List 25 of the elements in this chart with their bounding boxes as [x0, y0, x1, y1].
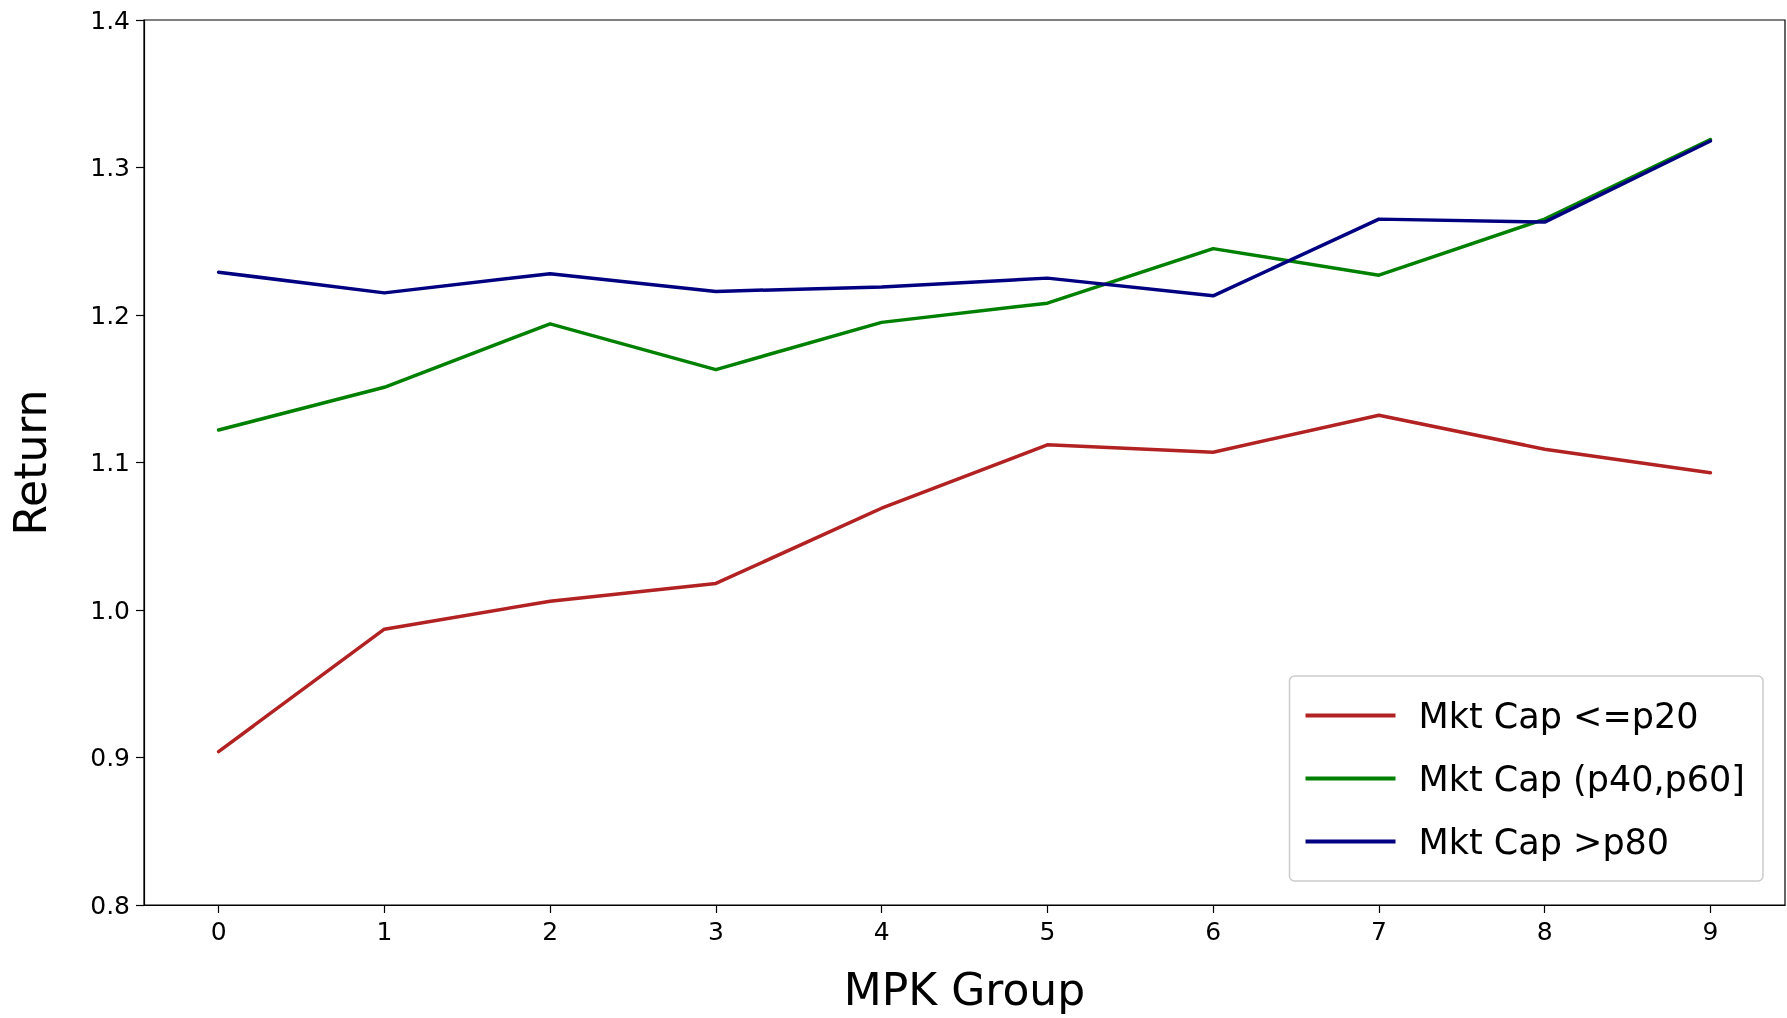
line-series	[216, 139, 1713, 298]
y-tick-label: 1.0	[90, 595, 130, 625]
x-tick-label: 8	[1536, 917, 1553, 946]
x-tick-label: 1	[376, 917, 393, 946]
legend-label: Mkt Cap <=p20	[1418, 695, 1699, 736]
y-tick-label: 1.3	[90, 153, 130, 182]
x-tick-label: 0	[210, 917, 227, 946]
legend-label: Mkt Cap (p40,p60]	[1418, 758, 1745, 799]
line-series	[216, 413, 1713, 754]
y-axis-title: Return	[4, 389, 56, 536]
x-tick-label: 4	[873, 917, 890, 946]
x-tick-label: 3	[707, 917, 724, 946]
legend-label: Mkt Cap >p80	[1418, 821, 1670, 862]
y-tick-label: 1.2	[90, 300, 130, 330]
y-tick-label: 0.9	[90, 743, 130, 772]
x-tick-label: 9	[1702, 917, 1719, 946]
x-tick-label: 5	[1039, 917, 1056, 946]
y-tick-label: 1.4	[90, 5, 130, 35]
x-axis-title: MPK Group	[843, 963, 1086, 1015]
x-tick-label: 2	[542, 917, 559, 946]
line-series	[216, 137, 1713, 432]
y-tick-label: 0.8	[90, 890, 130, 920]
x-tick-label: 7	[1370, 917, 1387, 946]
y-tick-label: 1.1	[90, 448, 130, 477]
x-tick-label: 6	[1205, 917, 1222, 946]
